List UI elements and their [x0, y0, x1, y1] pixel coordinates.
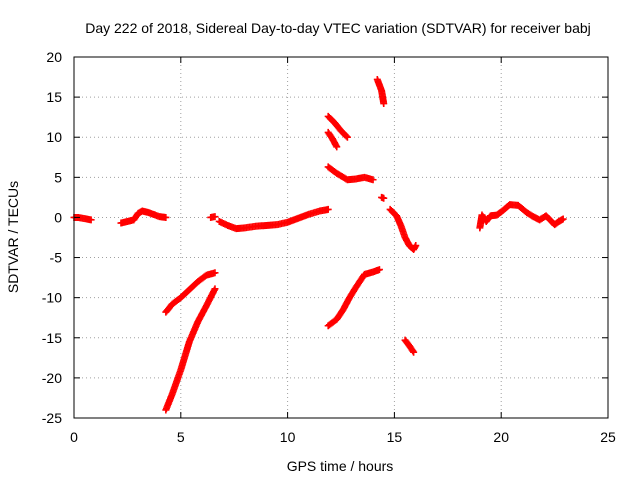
- data-point: [211, 269, 219, 277]
- x-tick-label: 10: [280, 429, 296, 445]
- y-tick-label: -10: [42, 290, 62, 306]
- data-point: [333, 143, 341, 151]
- x-tick-label: 0: [70, 429, 78, 445]
- data-point: [559, 215, 567, 223]
- x-tick-label: 25: [600, 429, 616, 445]
- y-tick-label: 5: [54, 169, 62, 185]
- x-tick-labels: 0 5 10 15 20 25: [70, 429, 616, 445]
- y-tick-label: 15: [46, 89, 62, 105]
- y-tick-label: -5: [50, 250, 63, 266]
- data-point: [342, 132, 350, 140]
- plot-frame: [73, 56, 609, 419]
- x-tick-label: 5: [177, 429, 185, 445]
- data-point: [87, 216, 95, 224]
- y-tick-label: 10: [46, 129, 62, 145]
- grid: [74, 57, 608, 418]
- data-point: [162, 213, 170, 221]
- axis-ticks: [73, 56, 609, 419]
- data-point: [412, 242, 420, 250]
- data-point: [211, 285, 219, 293]
- chart-title: Day 222 of 2018, Sidereal Day-to-day VTE…: [85, 20, 591, 36]
- y-tick-label: 20: [46, 49, 62, 65]
- data-point: [343, 133, 351, 141]
- y-tick-label: -20: [42, 370, 62, 386]
- x-tick-label: 15: [387, 429, 403, 445]
- data-points: [70, 75, 567, 414]
- data-point: [380, 100, 388, 108]
- data-point: [409, 347, 417, 355]
- data-point: [375, 266, 383, 274]
- y-tick-label: -15: [42, 330, 62, 346]
- y-tick-label: -25: [42, 410, 62, 426]
- y-tick-label: 0: [54, 209, 62, 225]
- data-point: [369, 176, 377, 184]
- y-axis-label: SDTVAR / TECUs: [5, 181, 21, 293]
- data-point: [211, 213, 219, 221]
- data-point: [410, 348, 418, 356]
- x-tick-label: 20: [493, 429, 509, 445]
- x-axis-label: GPS time / hours: [287, 458, 394, 474]
- y-tick-labels: -25 -20 -15 -10 -5 0 5 10 15 20: [42, 49, 62, 426]
- data-point: [324, 205, 332, 213]
- data-point: [380, 194, 388, 202]
